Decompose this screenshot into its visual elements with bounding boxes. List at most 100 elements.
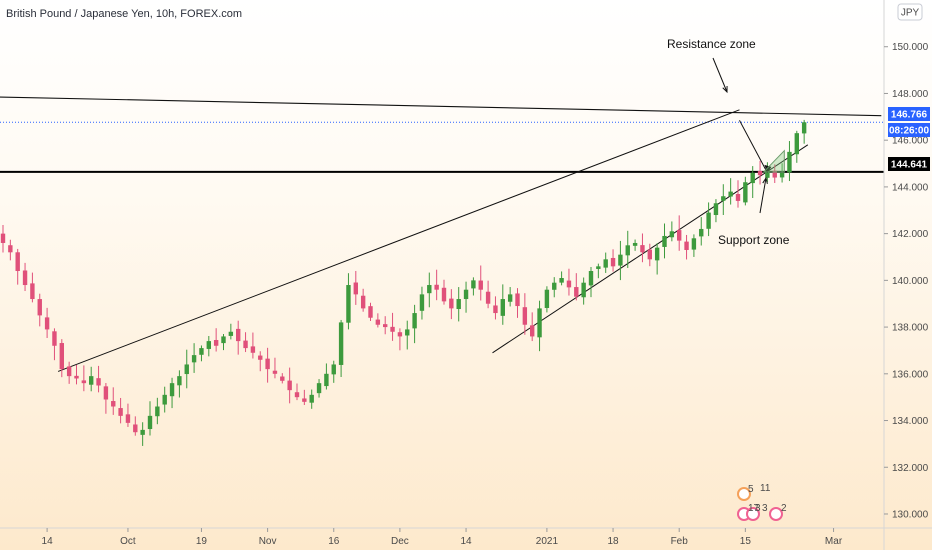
candle-body xyxy=(353,282,358,295)
event-markers[interactable]: 5 11 17 3 3 2 xyxy=(737,483,787,521)
candle-body xyxy=(574,287,579,297)
candles xyxy=(0,119,807,446)
candle-body xyxy=(52,331,57,346)
candle-body xyxy=(405,329,410,336)
candle-body xyxy=(81,380,87,384)
candle-body xyxy=(603,259,608,268)
candle-body xyxy=(133,424,138,433)
support-pointer-arrow-head xyxy=(762,176,768,184)
candle-body xyxy=(522,307,528,325)
candle-body xyxy=(346,285,351,323)
currency-badge[interactable]: JPY xyxy=(897,3,923,21)
candle-body xyxy=(699,228,704,237)
x-tick-label: 14 xyxy=(42,536,54,547)
x-tick-label: 16 xyxy=(328,536,340,547)
currency-badge-label: JPY xyxy=(901,8,920,19)
x-tick-label: Mar xyxy=(825,536,843,547)
candle-body xyxy=(147,415,153,430)
current-price-value: 146.766 xyxy=(891,110,928,121)
candle-body xyxy=(390,326,395,332)
candle-body xyxy=(15,252,20,272)
event-marker-value: 5 xyxy=(748,484,754,495)
x-tick-label: 18 xyxy=(607,536,619,547)
current-price-tag: 146.766 xyxy=(888,107,930,121)
candle-body xyxy=(662,235,667,247)
candle-body xyxy=(118,408,123,416)
candle-body xyxy=(169,383,175,397)
candle-body xyxy=(552,282,557,290)
candle-body xyxy=(654,247,660,261)
candle-body xyxy=(632,242,638,246)
candle-body xyxy=(456,299,461,310)
candle-body xyxy=(500,299,505,316)
candle-body xyxy=(779,172,785,178)
candle-body xyxy=(412,313,417,329)
candle-body xyxy=(155,406,160,417)
candle-body xyxy=(735,193,741,201)
candle-body xyxy=(669,231,675,238)
candle-body xyxy=(721,196,726,201)
candle-body xyxy=(801,122,807,134)
chart-title: British Pound / Japanese Yen, 10h, FOREX… xyxy=(6,8,242,20)
candle-body xyxy=(206,341,211,349)
candle-body xyxy=(302,398,307,402)
candle-body xyxy=(272,370,278,374)
candle-body xyxy=(728,191,733,197)
candle-body xyxy=(250,346,256,353)
candle-body xyxy=(419,294,425,311)
annotations xyxy=(712,57,785,214)
candle-body xyxy=(22,270,28,286)
candle-body xyxy=(30,283,35,300)
level-price-value: 144.641 xyxy=(891,160,928,171)
candle-body xyxy=(507,294,513,302)
candle-body xyxy=(478,280,483,290)
candle-body xyxy=(0,233,6,243)
candle-body xyxy=(236,328,241,342)
candle-body xyxy=(713,203,719,216)
candle-body xyxy=(8,245,13,253)
event-marker-icon xyxy=(737,487,751,501)
resistance-line xyxy=(0,96,882,117)
candle-body xyxy=(177,376,182,386)
candle-body xyxy=(530,325,535,337)
x-tick-label: 19 xyxy=(196,536,208,547)
candle-body xyxy=(66,366,72,377)
candle-body xyxy=(96,378,101,386)
y-tick-label: 146.000 xyxy=(892,136,929,147)
bar-countdown-value: 08:26:00 xyxy=(889,126,929,137)
candle-body xyxy=(89,376,94,385)
y-tick-label: 134.000 xyxy=(892,416,929,427)
candle-body xyxy=(463,289,469,300)
x-tick-label: 15 xyxy=(740,536,752,547)
candle-body xyxy=(772,170,777,178)
candle-body xyxy=(375,319,381,325)
candle-body xyxy=(596,266,601,269)
candle-body xyxy=(309,394,314,403)
candle-body xyxy=(449,298,454,309)
candle-body xyxy=(280,376,285,381)
candle-body xyxy=(794,133,799,155)
candle-body xyxy=(493,305,498,314)
candle-body xyxy=(294,392,300,398)
candle-body xyxy=(287,380,292,391)
event-marker-value: 3 xyxy=(762,503,768,514)
candle-body xyxy=(515,293,520,307)
upper-wedge-line xyxy=(57,109,740,372)
candle-body xyxy=(140,429,145,435)
resistance-pointer-arrow xyxy=(712,57,728,93)
candle-body xyxy=(427,285,432,294)
candle-body xyxy=(485,291,491,304)
candle-body xyxy=(103,386,109,400)
event-marker-icon xyxy=(769,507,783,521)
event-marker-icon xyxy=(746,507,760,521)
y-tick-label: 136.000 xyxy=(892,369,929,380)
support-zone-label: Support zone xyxy=(718,233,790,247)
x-tick-label: Feb xyxy=(671,536,689,547)
candle-body xyxy=(265,358,270,370)
candle-body xyxy=(743,182,748,203)
resistance-pointer-arrow-head xyxy=(722,85,728,94)
x-tick-label: Dec xyxy=(391,536,409,547)
candle-body xyxy=(610,257,616,267)
